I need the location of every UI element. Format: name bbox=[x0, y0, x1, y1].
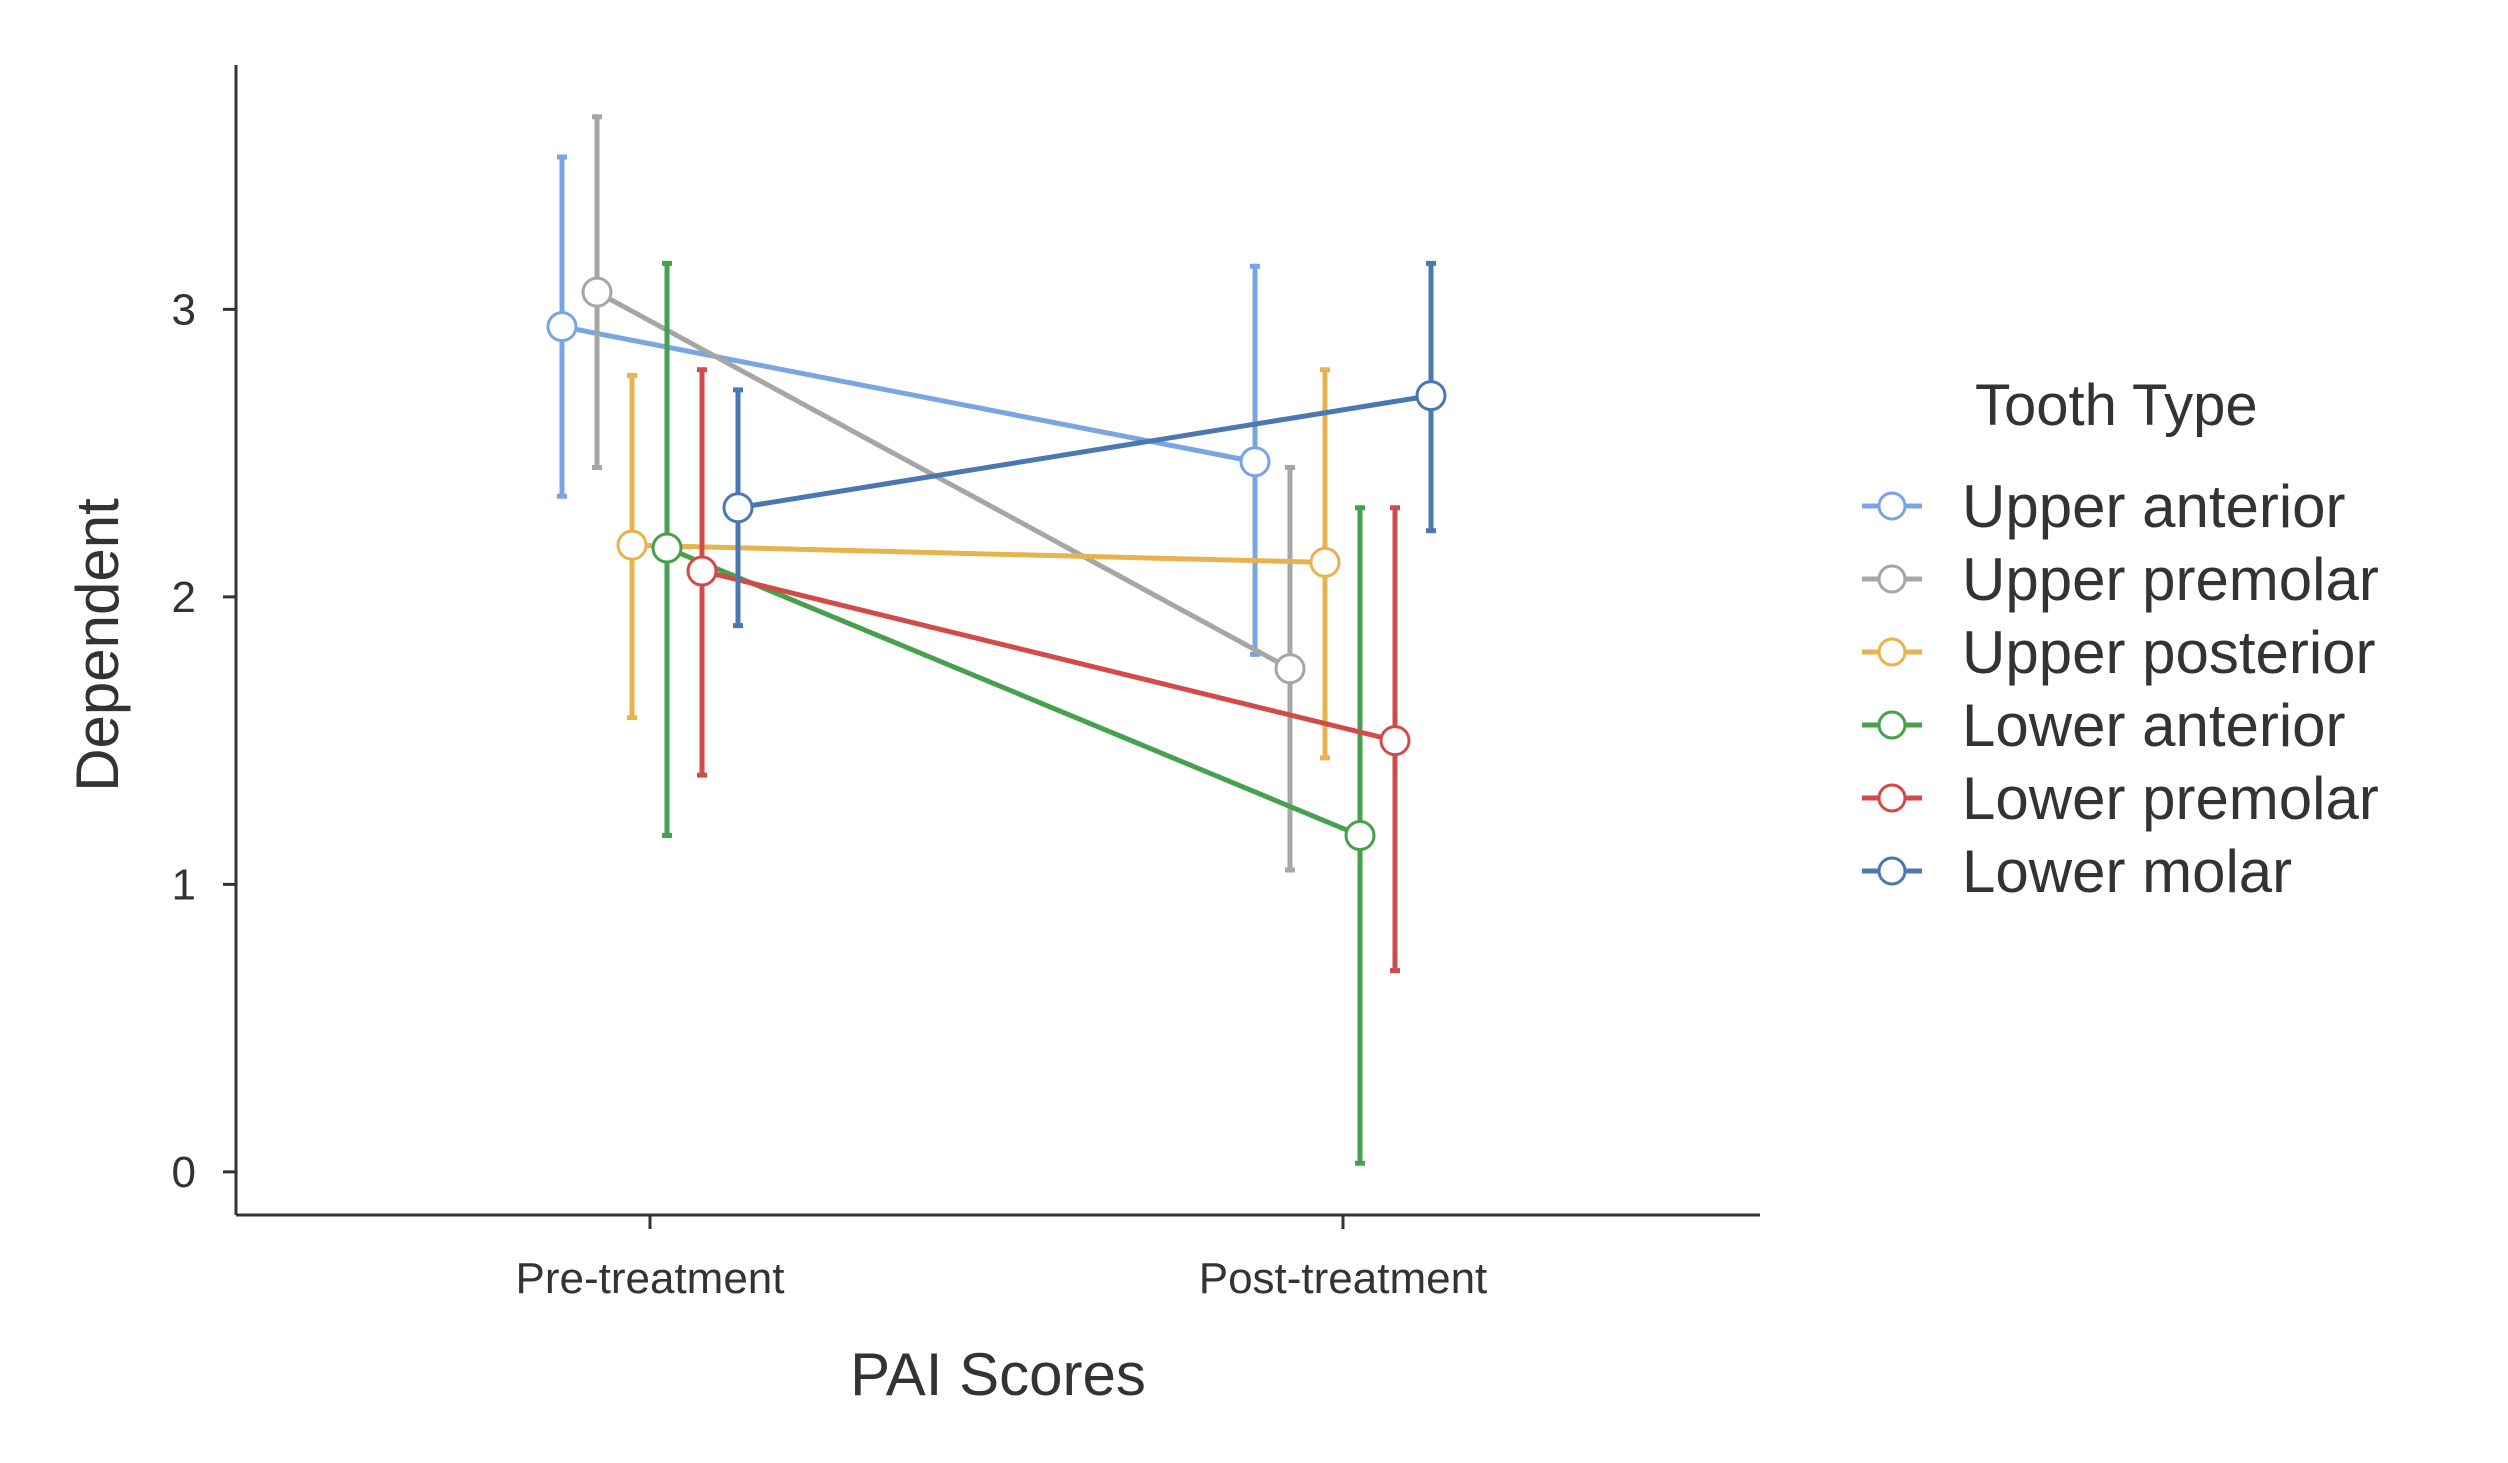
data-point bbox=[1309, 546, 1341, 578]
series-4 bbox=[686, 367, 1411, 974]
x-tick-label: Post-treatment bbox=[1199, 1254, 1488, 1303]
x-tick-label: Pre-treatment bbox=[516, 1254, 785, 1303]
y-tick-label: 1 bbox=[172, 860, 196, 909]
legend-key-point bbox=[1877, 564, 1907, 594]
legend-label: Upper posterior bbox=[1962, 619, 2376, 686]
data-point bbox=[1274, 653, 1306, 685]
data-point bbox=[1379, 725, 1411, 757]
legend-item: Lower anterior bbox=[1862, 692, 2346, 759]
legend-item: Upper premolar bbox=[1862, 546, 2379, 613]
series-layer bbox=[546, 114, 1447, 1166]
y-tick-label: 0 bbox=[172, 1148, 196, 1197]
series-line bbox=[594, 289, 1293, 672]
legend-item: Upper anterior bbox=[1862, 473, 2346, 540]
y-tick-label: 2 bbox=[172, 573, 196, 622]
legend-label: Lower molar bbox=[1962, 838, 2292, 905]
legend-label: Lower premolar bbox=[1962, 765, 2379, 832]
series-1 bbox=[581, 114, 1306, 873]
data-point bbox=[722, 492, 754, 524]
legend-key-point bbox=[1877, 710, 1907, 740]
legend-label: Upper premolar bbox=[1962, 546, 2379, 613]
legend-key-point bbox=[1877, 856, 1907, 886]
x-axis-title: PAI Scores bbox=[850, 1341, 1146, 1408]
series-line bbox=[699, 568, 1398, 744]
data-point bbox=[1344, 820, 1376, 851]
axes: 0 1 2 3 Pre-treatment Post-treatment PAI Score… bbox=[64, 65, 1760, 1408]
legend-item: Lower premolar bbox=[1862, 765, 2379, 832]
legend-title: Tooth Type bbox=[1975, 373, 2258, 438]
y-tick-label: 3 bbox=[172, 285, 196, 334]
data-point bbox=[1415, 380, 1447, 412]
series-line bbox=[735, 393, 1434, 511]
series-line bbox=[559, 324, 1258, 465]
legend-label: Lower anterior bbox=[1962, 692, 2346, 759]
legend-key-point bbox=[1877, 637, 1907, 667]
legend-item: Upper posterior bbox=[1862, 619, 2376, 686]
series-line bbox=[664, 545, 1363, 838]
data-point bbox=[686, 555, 718, 587]
series-0 bbox=[546, 154, 1271, 657]
series-line bbox=[629, 542, 1328, 565]
data-point bbox=[651, 532, 683, 564]
legend-key-point bbox=[1877, 783, 1907, 813]
series-2 bbox=[616, 367, 1341, 761]
data-point bbox=[581, 276, 613, 308]
legend-item: Lower molar bbox=[1862, 838, 2292, 905]
y-axis-title: Dependent bbox=[64, 498, 131, 792]
legend-label: Upper anterior bbox=[1962, 473, 2346, 540]
data-point bbox=[546, 311, 578, 343]
legend-key-point bbox=[1877, 491, 1907, 521]
data-point bbox=[616, 529, 648, 561]
data-point bbox=[1239, 446, 1271, 478]
series-3 bbox=[651, 260, 1376, 1166]
series-5 bbox=[722, 260, 1447, 629]
